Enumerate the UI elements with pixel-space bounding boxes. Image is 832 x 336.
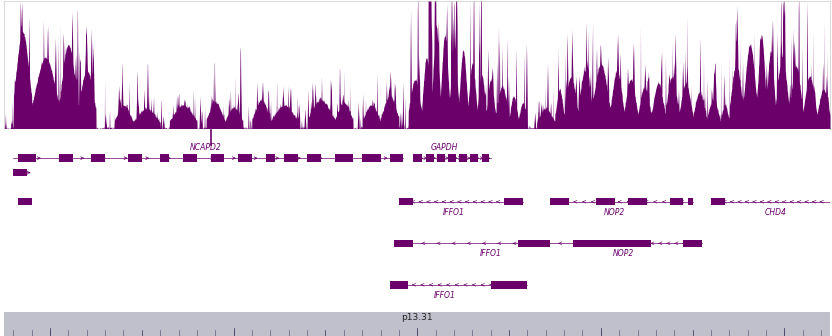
Text: CHD4: CHD4 bbox=[765, 208, 786, 217]
Bar bbox=[504, 198, 522, 206]
Bar bbox=[459, 155, 467, 162]
Bar bbox=[183, 155, 197, 162]
Bar bbox=[92, 155, 105, 162]
Bar bbox=[161, 155, 170, 162]
Bar bbox=[597, 198, 615, 206]
Bar bbox=[482, 155, 489, 162]
Bar bbox=[592, 240, 637, 247]
Text: IFFO1: IFFO1 bbox=[443, 208, 465, 217]
Bar bbox=[18, 198, 32, 206]
Bar bbox=[670, 198, 683, 206]
Text: GAPDH: GAPDH bbox=[431, 143, 458, 152]
Bar bbox=[573, 240, 592, 247]
Bar bbox=[628, 198, 646, 206]
Text: NOP2: NOP2 bbox=[613, 249, 635, 258]
Bar bbox=[448, 155, 456, 162]
Bar bbox=[683, 240, 702, 247]
Bar bbox=[238, 155, 252, 162]
Text: p13.31: p13.31 bbox=[401, 313, 433, 322]
Bar bbox=[550, 198, 569, 206]
Bar bbox=[399, 198, 413, 206]
Text: IFFO1: IFFO1 bbox=[480, 249, 502, 258]
Bar bbox=[265, 155, 275, 162]
Bar bbox=[59, 155, 73, 162]
Bar bbox=[688, 198, 692, 206]
Bar bbox=[518, 240, 550, 247]
Bar bbox=[491, 281, 527, 289]
Bar bbox=[334, 155, 353, 162]
Bar bbox=[210, 155, 225, 162]
Bar bbox=[389, 281, 408, 289]
Bar bbox=[470, 155, 478, 162]
Bar bbox=[413, 155, 422, 162]
Bar bbox=[427, 155, 433, 162]
Text: IFFO1: IFFO1 bbox=[433, 291, 456, 300]
Bar bbox=[438, 155, 445, 162]
Text: NOP2: NOP2 bbox=[604, 208, 625, 217]
Text: NCAPD2: NCAPD2 bbox=[191, 143, 222, 152]
Bar bbox=[624, 240, 651, 247]
Bar bbox=[389, 155, 404, 162]
Bar bbox=[307, 155, 321, 162]
Bar bbox=[362, 155, 380, 162]
Bar bbox=[18, 155, 37, 162]
Bar bbox=[285, 155, 298, 162]
Bar bbox=[711, 198, 725, 206]
Bar bbox=[394, 240, 413, 247]
Bar bbox=[13, 169, 27, 176]
Bar bbox=[128, 155, 141, 162]
